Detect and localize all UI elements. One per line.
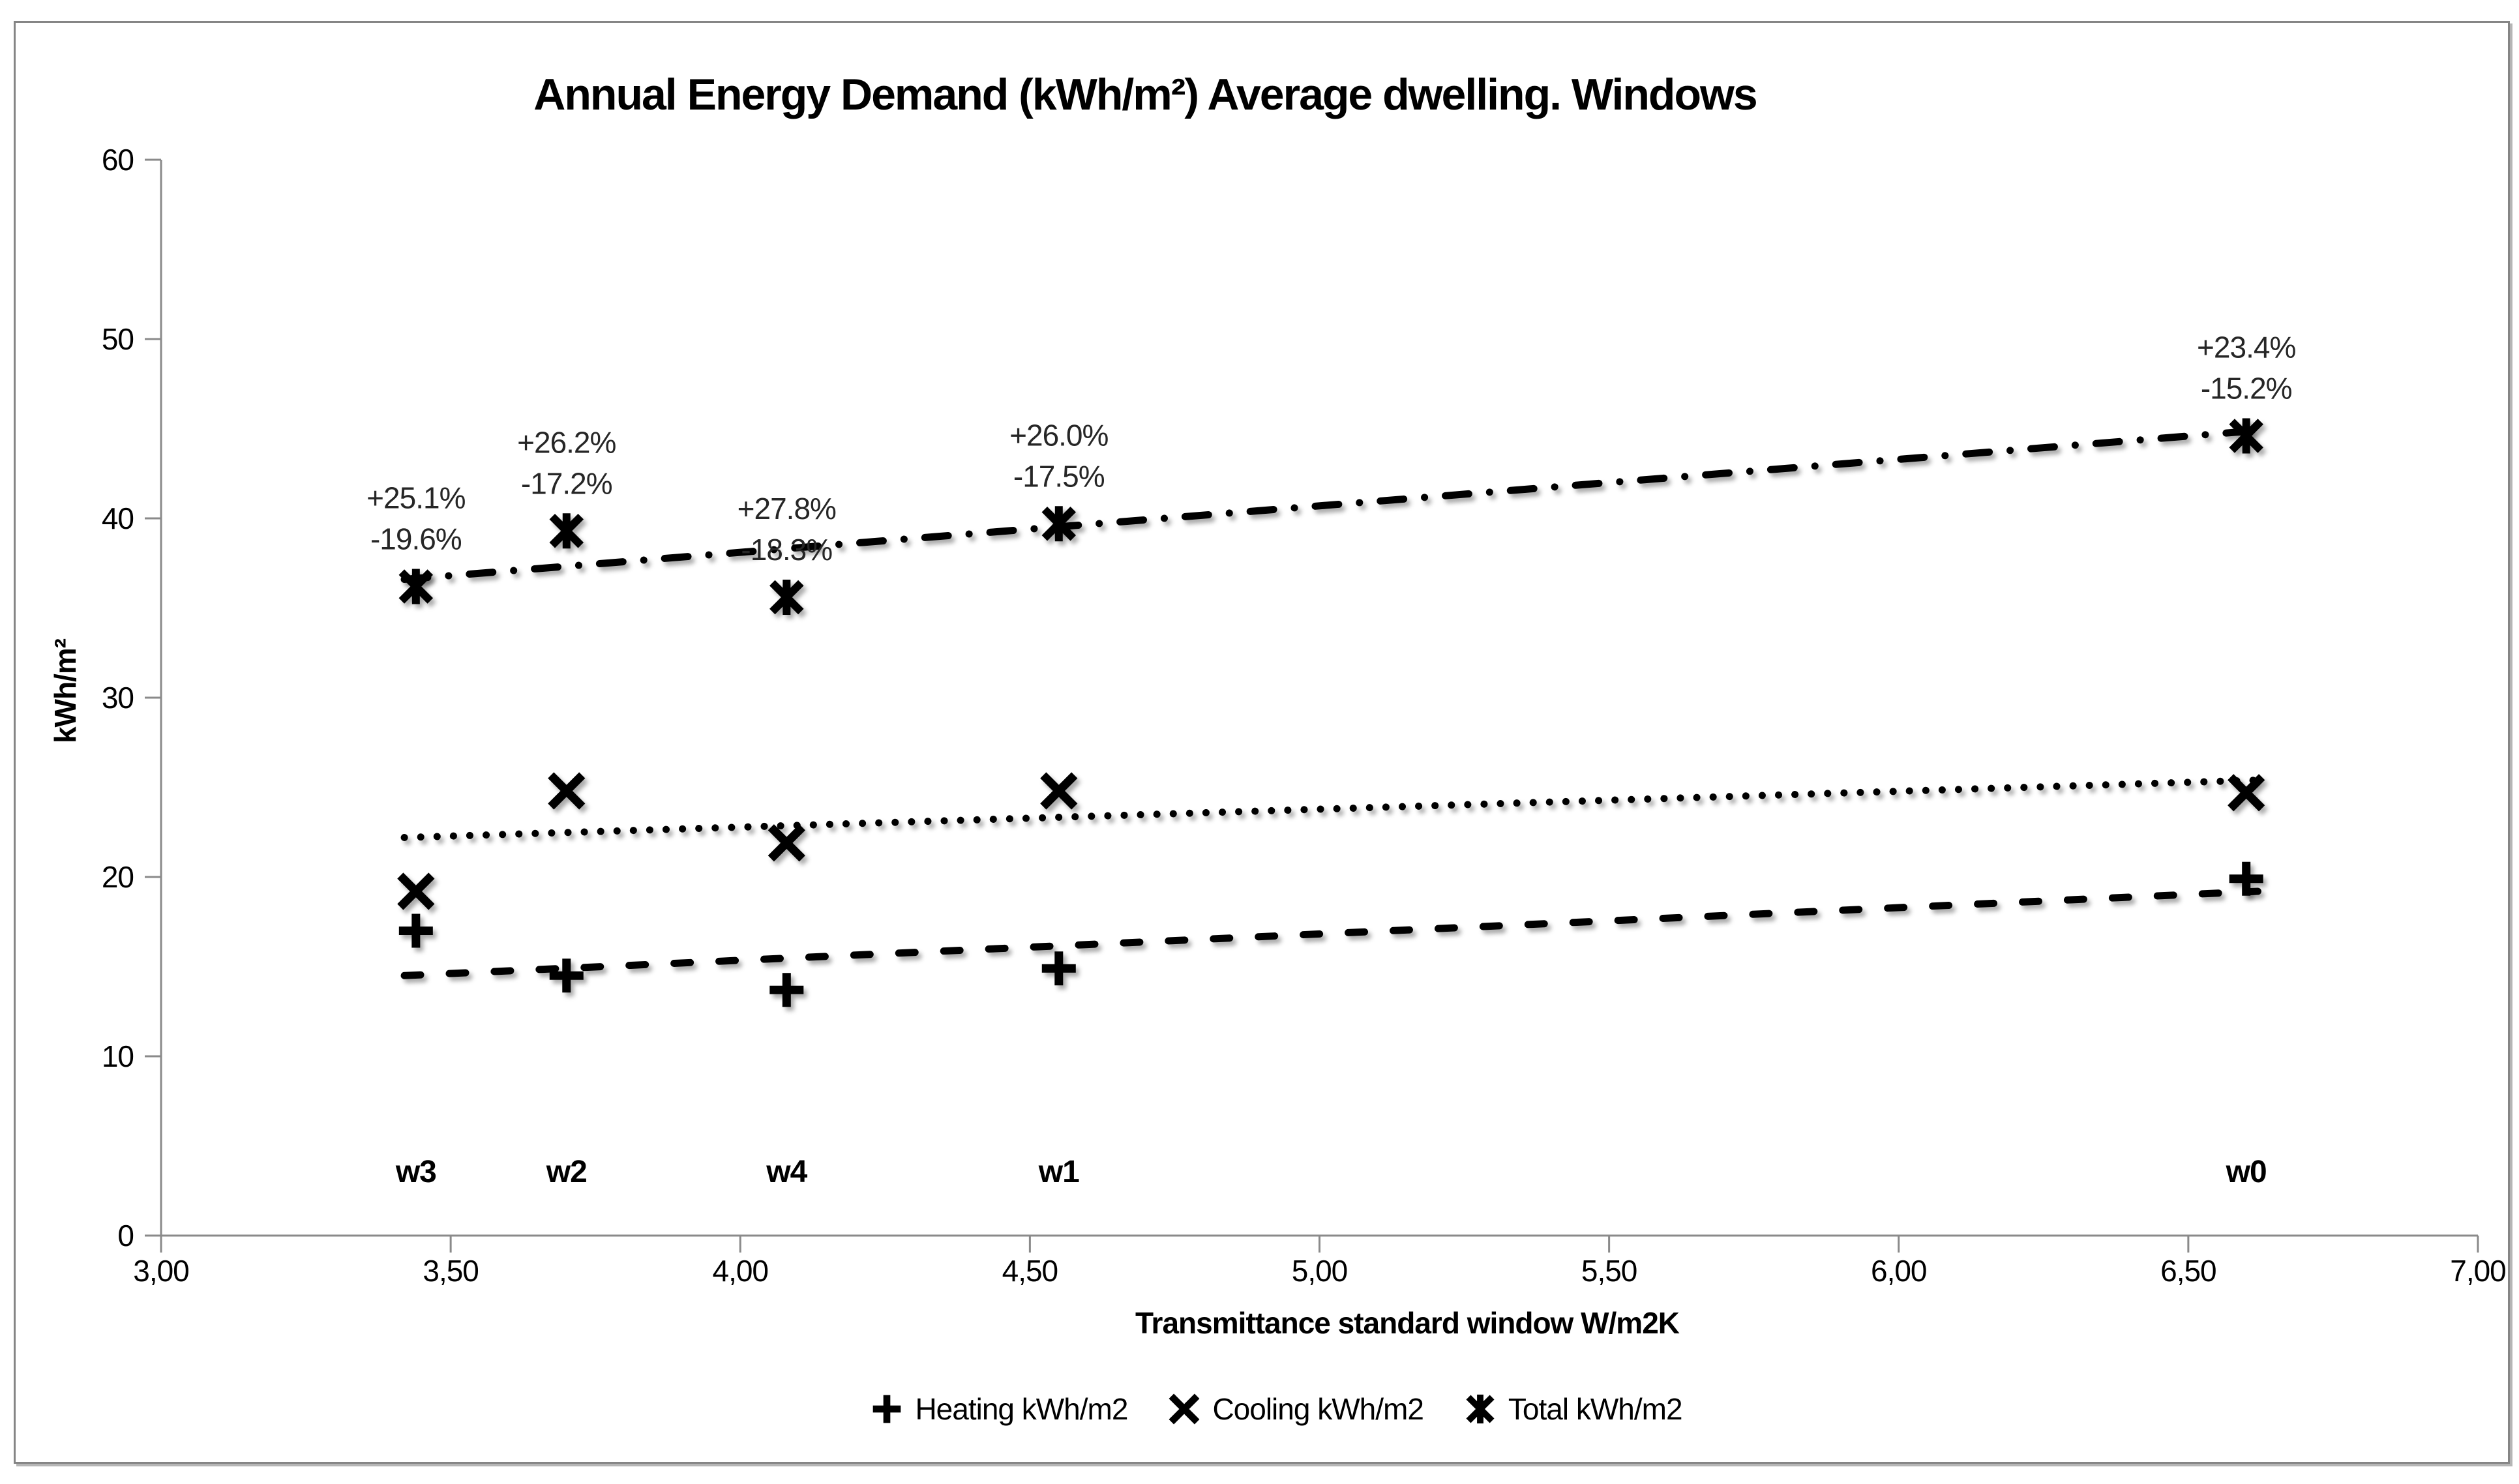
point-label-w2: w2 xyxy=(546,1155,587,1189)
x-tick-label: 6,00 xyxy=(1871,1254,1927,1288)
annotation-w3-line2: -19.6% xyxy=(370,522,462,556)
point-label-w0: w0 xyxy=(2226,1155,2267,1189)
x-tick-label: 5,50 xyxy=(1581,1254,1637,1288)
total-marker-w0 xyxy=(2229,418,2263,454)
total-legend-marker-icon xyxy=(1466,1394,1495,1424)
y-tick-label: 30 xyxy=(102,681,134,715)
trendlines-group xyxy=(400,426,2261,979)
heating-marker-w4 xyxy=(769,973,804,1007)
x-tick-label: 5,00 xyxy=(1292,1254,1348,1288)
chart-frame xyxy=(14,21,2510,1464)
y-tick-label: 0 xyxy=(117,1219,134,1253)
axis-lines xyxy=(160,160,2478,1237)
total-marker-w1 xyxy=(1041,506,1077,542)
annotation-w1-line2: -17.5% xyxy=(1013,459,1105,493)
legend-item-total: Total kWh/m2 xyxy=(1461,1390,1683,1428)
point-label-w4: w4 xyxy=(766,1155,807,1189)
annotation-w4-line1: +27.8% xyxy=(738,492,836,526)
annotation-w0-line2: -15.2% xyxy=(2201,372,2292,406)
total-marker-w3 xyxy=(398,569,434,604)
y-tick-label: 60 xyxy=(102,143,134,177)
heating-marker-w0 xyxy=(2229,861,2263,896)
total-marker-w4 xyxy=(769,580,804,615)
total-marker-w2 xyxy=(549,513,584,549)
x-tick-label: 4,50 xyxy=(1002,1254,1058,1288)
chart-title: Annual Energy Demand (kWh/m²) Average dw… xyxy=(533,70,1757,119)
annotation-w4-line2: -18.3% xyxy=(741,533,832,567)
x-tick-label: 3,00 xyxy=(133,1254,189,1288)
x-tick-label: 6,50 xyxy=(2160,1254,2216,1288)
markers-group xyxy=(397,418,2265,1007)
legend-item-cooling: Cooling kWh/m2 xyxy=(1165,1390,1424,1428)
cooling-marker-w2 xyxy=(548,772,586,810)
heating-trendline xyxy=(400,887,2261,979)
heating-legend-marker-icon xyxy=(873,1395,901,1423)
labels-group: 0 10 20 30 40 50 60 3,00 3,50 4,00 4,50 5,00 5,50 6,0… xyxy=(102,143,2507,1288)
x-tick-label: 4,00 xyxy=(712,1254,768,1288)
cooling-legend-marker-icon xyxy=(1169,1393,1200,1425)
chart-legend: Heating kWh/m2 Cooling kWh/m2 Total kWh/m2 xyxy=(0,1390,2519,1428)
cooling-marker-w4 xyxy=(768,824,805,862)
cooling-marker-w1 xyxy=(1040,772,1078,810)
annotation-w3-line1: +25.1% xyxy=(366,481,465,515)
heating-marker-w1 xyxy=(1041,951,1076,986)
annotation-w2-line1: +26.2% xyxy=(517,425,616,459)
y-tick-label: 10 xyxy=(102,1039,134,1073)
cooling-marker-w3 xyxy=(397,872,435,910)
heating-marker-w3 xyxy=(398,913,433,948)
total-trendline xyxy=(400,426,2261,583)
point-label-w1: w1 xyxy=(1038,1155,1079,1189)
x-tick-label: 7,00 xyxy=(2450,1254,2506,1288)
legend-label-heating: Heating kWh/m2 xyxy=(915,1392,1128,1426)
cooling-marker-w0 xyxy=(2228,774,2265,812)
legend-item-heating: Heating kWh/m2 xyxy=(868,1390,1128,1428)
annotation-w0-line1: +23.4% xyxy=(2197,331,2295,364)
x-tick-label: 3,50 xyxy=(423,1254,479,1288)
y-tick-label: 40 xyxy=(102,501,134,535)
legend-label-cooling: Cooling kWh/m2 xyxy=(1212,1392,1423,1426)
legend-label-total: Total kWh/m2 xyxy=(1508,1392,1683,1426)
annotation-w1-line1: +26.0% xyxy=(1009,418,1108,452)
point-label-w3: w3 xyxy=(395,1155,436,1189)
y-tick-label: 50 xyxy=(102,322,134,356)
axes-group xyxy=(145,158,2479,1253)
heating-marker-w2 xyxy=(549,958,584,993)
x-axis-title: Transmittance standard window W/m2K xyxy=(1135,1306,1680,1340)
y-tick-label: 20 xyxy=(102,860,134,894)
cooling-trendline xyxy=(400,777,2261,841)
annotation-w2-line2: -17.2% xyxy=(521,466,612,500)
